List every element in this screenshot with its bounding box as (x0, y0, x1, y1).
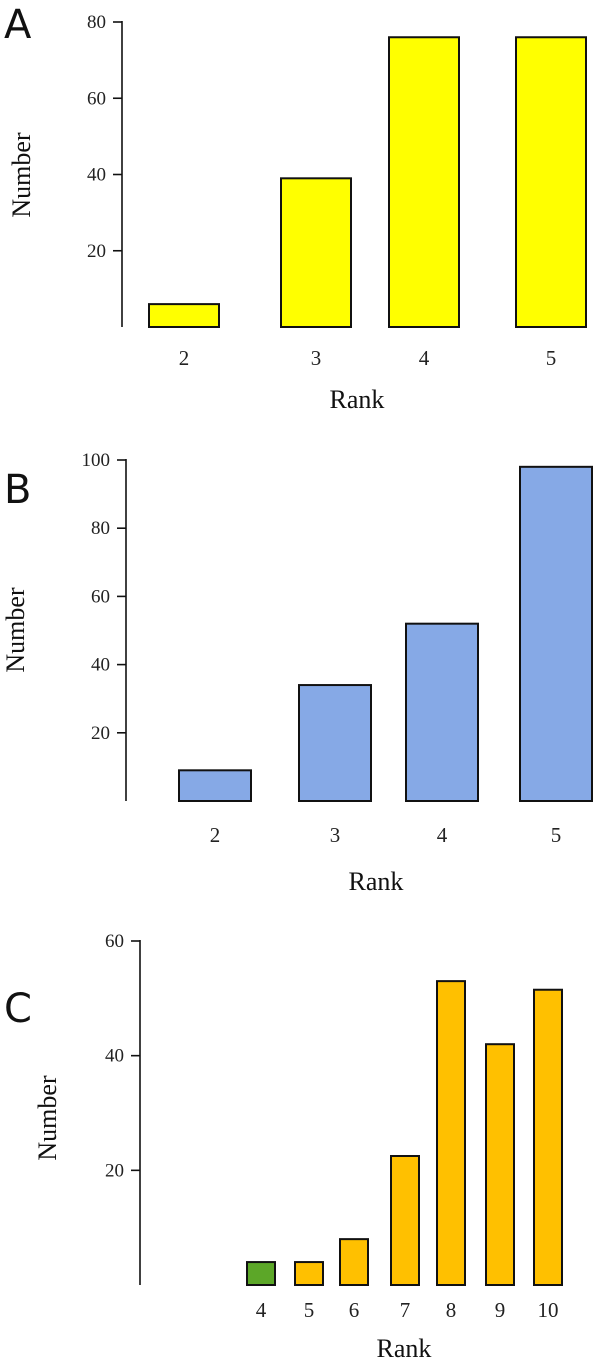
panel-c-x-axis-title: Rank (377, 1334, 432, 1363)
panel-a-x-axis-title: Rank (330, 385, 385, 414)
panel-b-x-tick-label: 3 (330, 823, 341, 847)
panel-b-y-axis-title: Number (1, 587, 30, 673)
panel-c-bar-7 (390, 1155, 420, 1286)
panel-a-y-tick-label: 60 (87, 88, 106, 109)
panel-a-x-tick-label: 4 (419, 346, 430, 370)
panel-b-x-axis-title: Rank (349, 867, 404, 896)
panel-c-x-tick-label: 8 (446, 1298, 457, 1322)
panel-c: C Number Rank 20 40 60 4 5 6 7 8 9 10 (4, 931, 563, 1363)
panel-a-x-tick-label: 5 (546, 346, 557, 370)
panel-a-y-tick-label: 80 (87, 12, 106, 33)
panel-a-x-tick-label: 2 (179, 346, 190, 370)
panel-a-bar-5 (515, 36, 587, 328)
panel-a-bar-2 (148, 303, 220, 328)
panel-b-label: B (4, 467, 31, 513)
panel-b-x-tick-label: 2 (210, 823, 221, 847)
panel-c-x-tick-label: 7 (400, 1298, 411, 1322)
panel-a: A Number Rank 20 40 60 80 2 3 4 5 (4, 2, 587, 414)
panel-b-x-tick-label: 4 (437, 823, 448, 847)
panel-b-bar-2 (178, 769, 252, 802)
panel-a-bar-4 (388, 36, 460, 328)
panel-c-y-tick-label: 60 (105, 931, 124, 952)
panel-c-label: C (4, 986, 32, 1032)
panel-a-x-tick-label: 3 (311, 346, 322, 370)
panel-c-x-tick-label: 5 (304, 1298, 315, 1322)
panel-b-bar-4 (405, 622, 479, 802)
panel-b: B Number Rank 20 40 60 80 100 2 3 4 5 (1, 450, 593, 896)
panel-b-y-tick-label: 100 (82, 450, 111, 471)
panel-c-bar-5 (294, 1261, 324, 1286)
panel-a-bar-3 (280, 177, 352, 328)
panel-b-x-tick-label: 5 (551, 823, 562, 847)
panel-c-bar-10 (533, 988, 563, 1286)
panel-c-y-tick-label: 40 (105, 1046, 124, 1067)
panel-b-y-tick-label: 20 (91, 723, 110, 744)
panel-c-y-tick-label: 20 (105, 1160, 124, 1181)
panel-c-bar-8 (436, 980, 466, 1287)
panel-b-y-tick-label: 60 (91, 586, 110, 607)
panel-b-y-tick-label: 80 (91, 518, 110, 539)
panel-c-x-tick-label: 10 (538, 1298, 559, 1322)
panel-c-bar-4 (246, 1261, 276, 1286)
panel-b-bar-5 (519, 465, 593, 802)
panel-c-bar-9 (485, 1043, 515, 1286)
panel-a-label: A (4, 2, 32, 48)
panel-a-y-axis-title: Number (7, 132, 36, 218)
panel-a-y-tick-label: 20 (87, 241, 106, 262)
panel-c-x-tick-label: 9 (495, 1298, 506, 1322)
panel-a-y-tick-label: 40 (87, 165, 106, 186)
panel-c-x-tick-label: 4 (256, 1298, 267, 1322)
panel-c-y-axis-title: Number (33, 1075, 62, 1161)
panel-c-x-tick-label: 6 (349, 1298, 360, 1322)
panel-b-bar-3 (298, 684, 372, 802)
panel-c-bar-6 (339, 1238, 369, 1286)
panel-b-y-tick-label: 40 (91, 655, 110, 676)
